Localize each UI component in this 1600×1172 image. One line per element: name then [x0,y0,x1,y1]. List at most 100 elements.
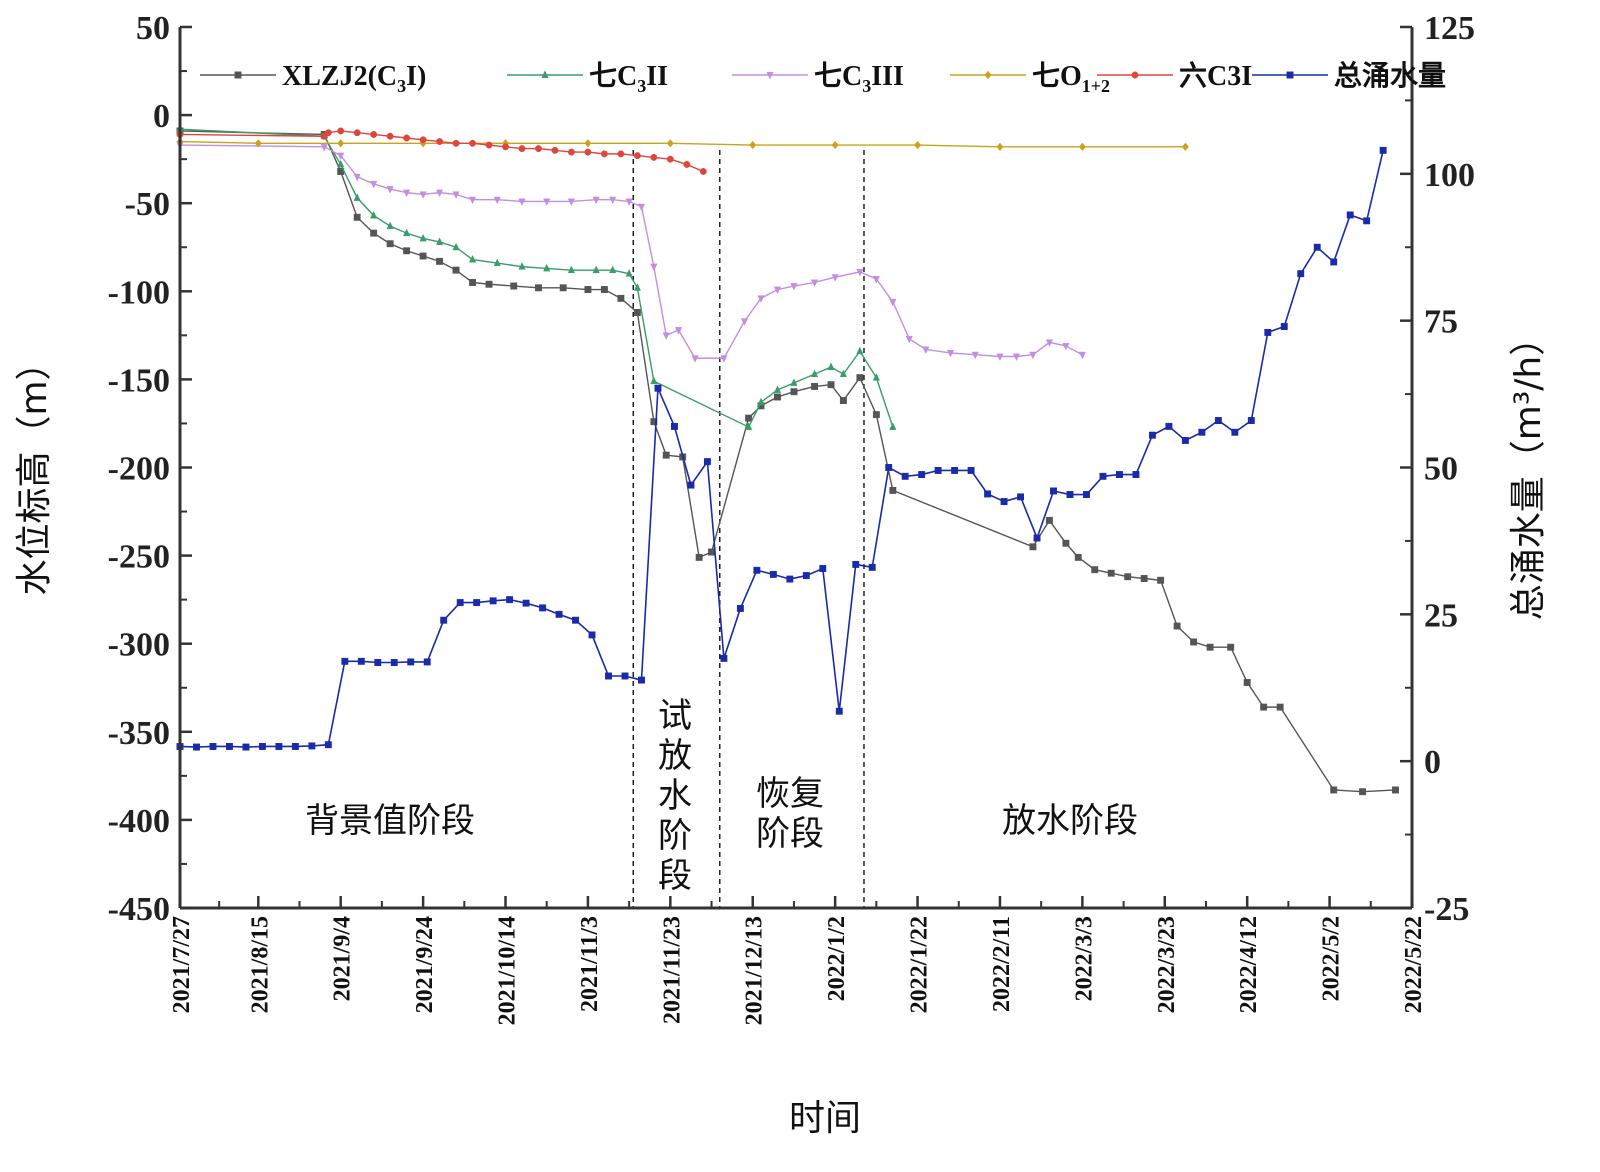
series-2-point-23 [720,355,728,363]
legend: XLZJ2(C3I) 七C3II 七C3III 七O1+2 六C3I 总涌水量 [200,60,1446,96]
series-1-point-6 [403,228,411,237]
y-right-tick-label-6: -25 [1424,891,1469,928]
series-0-point-43 [1173,622,1181,630]
y-left-tick-label-9: -400 [108,803,170,840]
series-1-point-8 [435,237,444,245]
series-5-point-37 [786,575,794,583]
series-4 [176,127,707,175]
series-5-point-63 [1214,417,1222,424]
series-0-point-45 [1206,643,1214,651]
series-0-point-33 [889,486,897,494]
series-0-point-13 [535,284,542,292]
series-2-point-39 [1029,351,1037,360]
series-5-point-53 [1050,487,1057,495]
series-5-point-7 [291,743,299,750]
series-5-point-38 [802,572,810,580]
series-2-point-8 [435,189,444,198]
series-5-point-45 [918,471,926,478]
legend-label-0: XLZJ2(C3I) [282,61,426,96]
series-1-point-26 [839,369,847,378]
series-0-point-17 [617,294,625,302]
series-1-point-4 [370,210,378,219]
series-1-point-10 [468,255,477,263]
x-tick-label-5: 2021/11/3 [577,916,603,1012]
series-5-point-34 [736,605,744,612]
series-5-point-54 [1066,491,1074,498]
series-0-point-26 [774,393,781,401]
series-1 [176,124,897,430]
series-4-point-7 [403,134,411,142]
series-5-point-2 [209,743,217,750]
series-5-point-67 [1280,323,1288,330]
x-tick-label-15: 2022/5/22 [1401,916,1427,1013]
series-4-point-6 [386,132,394,140]
series-4-point-17 [567,148,575,156]
series-5-point-50 [1000,498,1008,506]
x-tick-label-3: 2021/9/24 [412,916,438,1013]
legend-swatch-marker-5 [1286,71,1294,79]
series-1-point-18 [633,283,641,291]
series-1-point-21 [757,397,765,406]
series-2-point-4 [370,180,378,189]
series-2-point-16 [609,196,617,205]
series-5-point-13 [390,659,398,666]
series-0-point-27 [790,388,798,396]
series-5-point-30 [670,422,678,430]
series-4-point-3 [337,127,345,135]
series-5-point-26 [605,672,612,680]
series-5-point-21 [522,599,530,607]
series-3-point-11 [1078,142,1086,152]
legend-item-4: 六C3I [1097,60,1252,92]
series-5-point-27 [621,672,629,680]
series-2-point-7 [419,191,427,199]
phase-dividers [632,150,865,908]
series-5-point-22 [539,604,547,612]
series-0-point-15 [584,286,592,293]
series-1-point-25 [827,362,835,371]
series-4-point-12 [485,141,493,149]
series-2-point-5 [386,186,394,194]
x-tick-label-2: 2021/9/4 [330,916,356,1001]
series-5-point-60 [1165,422,1173,430]
series-4-point-9 [436,138,444,145]
series-4-point-25 [699,168,707,175]
series-5-point-68 [1297,270,1305,278]
y-axis-title-left: 水位标高（m） [14,344,55,595]
legend-label-2: 七C3III [814,60,904,96]
series-5-point-47 [951,466,959,474]
series-1-point-24 [810,369,819,378]
series-1-point-15 [592,265,600,274]
series-5-point-55 [1083,491,1090,498]
series-3-point-1 [254,139,262,148]
series-5-point-23 [555,610,563,618]
series-5-point-71 [1346,211,1354,219]
y-right-tick-label-1: 100 [1424,157,1475,194]
series-0-point-20 [662,451,670,459]
series-line-1 [179,128,894,428]
series-5-point-69 [1313,243,1321,251]
series-5-point-18 [473,599,481,607]
series-4-point-13 [502,143,509,151]
series-2-point-41 [1062,342,1070,351]
series-3-point-2 [337,139,345,148]
series-5-point-36 [769,570,777,578]
y-left-tick-label-1: 0 [153,98,170,135]
series-2-point-31 [872,276,880,284]
series-5-point-24 [572,616,580,624]
series-5-point-12 [374,659,382,666]
series-line-5 [179,150,1384,748]
series-3-point-10 [996,142,1004,152]
series-2-point-38 [1012,353,1021,362]
y-left-tick-label-5: -200 [108,451,170,488]
series-5-point-4 [242,743,250,751]
x-tick-label-12: 2022/3/23 [1154,916,1180,1013]
y-left-tick-label-4: -150 [108,362,170,399]
series-3-point-5 [584,139,592,148]
series-1-point-23 [790,378,798,386]
y-left-tick-label-0: 50 [136,10,170,47]
series-5-point-14 [407,658,415,666]
x-tick-label-13: 2022/4/12 [1236,916,1262,1013]
legend-swatch-marker-4 [1131,71,1139,79]
legend-swatch-marker-1 [541,70,549,78]
series-5-point-29 [654,384,662,392]
